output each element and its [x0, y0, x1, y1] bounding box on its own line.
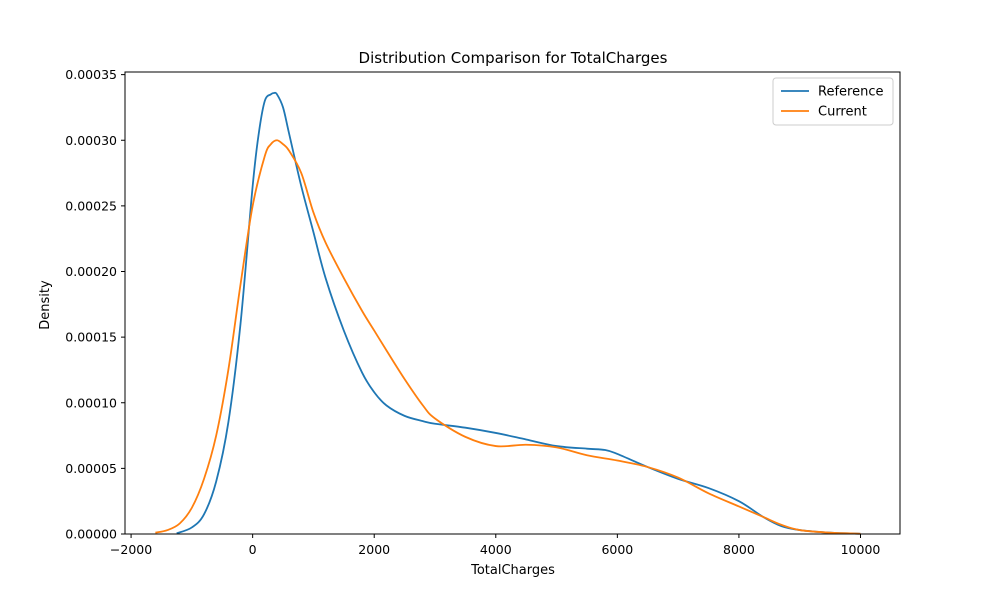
- y-axis-label: Density: [38, 280, 53, 330]
- x-tick-label: 4000: [480, 542, 512, 557]
- y-tick-label: 0.00000: [65, 527, 117, 542]
- legend-box: [772, 77, 894, 126]
- y-tick-label: 0.00030: [65, 133, 117, 148]
- x-tick-label: 6000: [601, 542, 633, 557]
- legend-label: Reference: [818, 85, 883, 100]
- chart-title: Distribution Comparison for TotalCharges: [359, 49, 668, 67]
- y-tick-label: 0.00035: [65, 67, 117, 82]
- series-line-reference: [176, 91, 861, 535]
- x-axis-label: TotalCharges: [470, 563, 555, 578]
- y-tick-label: 0.00015: [65, 330, 117, 345]
- y-tick-label: 0.00005: [65, 461, 117, 476]
- y-tick-label: 0.00010: [65, 395, 117, 410]
- x-tick-label: 0: [249, 542, 257, 557]
- x-tick-label: 2000: [358, 542, 390, 557]
- plot-frame: [124, 71, 901, 535]
- y-tick-label: 0.00025: [65, 198, 117, 213]
- series-line-current: [155, 139, 861, 535]
- y-tick-label: 0.00020: [65, 264, 117, 279]
- legend: Reference Current: [772, 77, 894, 126]
- x-tick-label: 8000: [723, 542, 755, 557]
- legend-label: Current: [818, 105, 867, 120]
- x-tick-label: 10000: [841, 542, 881, 557]
- x-axis: −2000 0 2000 4000 6000 8000 10000: [110, 534, 880, 557]
- x-tick-label: −2000: [110, 542, 152, 557]
- y-axis: 0.00000 0.00005 0.00010 0.00015 0.00020 0.000…: [65, 67, 125, 542]
- plot-area: [155, 91, 861, 535]
